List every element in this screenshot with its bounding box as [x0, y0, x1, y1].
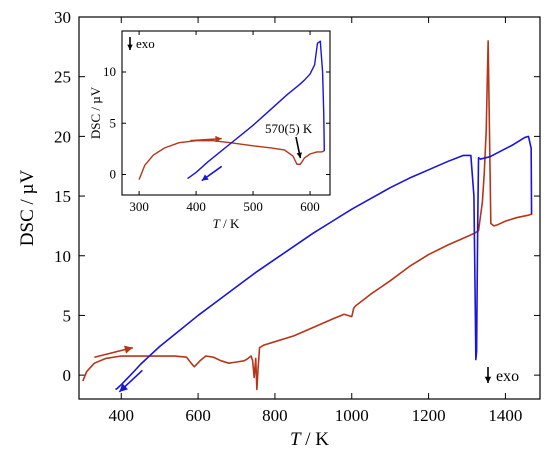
- inset-plot-area: [122, 31, 330, 195]
- inset-plot-frame: [121, 30, 331, 196]
- x-tick-label: 400: [109, 406, 135, 425]
- x-tick-label: 800: [262, 406, 288, 425]
- y-tick-label: 10: [54, 247, 71, 266]
- cooling-arrow-head: [119, 383, 128, 392]
- inset-y-axis-title: DSC / µV: [88, 86, 103, 139]
- x-axis-title: T / K: [290, 429, 329, 450]
- inset-heating-arrow-head: [215, 135, 222, 143]
- inset-x-axis-title: T / K: [213, 216, 240, 231]
- y-tick-label: 25: [54, 68, 71, 87]
- y-tick-label: 5: [63, 306, 72, 325]
- inset-exo-label: exo: [136, 36, 155, 51]
- x-tick-label: 600: [185, 406, 211, 425]
- inset-y-tick-label: 0: [110, 167, 117, 182]
- inset-peak-label: 570(5) K: [265, 121, 313, 136]
- inset-series-heating-line: [138, 139, 325, 180]
- x-tick-label: 1000: [335, 406, 369, 425]
- inset-y-tick-label: 5: [110, 115, 117, 130]
- x-tick-label: 1200: [412, 406, 446, 425]
- main-plot: 400 600 800 1000 1200 1400 0 5 10 15 20 25 30 T / K DS…: [17, 8, 541, 450]
- inset-x-tick-label: 300: [129, 199, 149, 214]
- plot-frame: [78, 16, 541, 400]
- y-tick-label: 20: [54, 127, 71, 146]
- inset-x-tick-label: 500: [243, 199, 263, 214]
- inset-exo-arrow-head: [127, 44, 133, 50]
- exo-label: exo: [496, 368, 519, 385]
- y-tick-label: 30: [54, 8, 71, 27]
- inset-peak-arrow-head: [296, 152, 302, 159]
- heating-arrow-head: [124, 345, 133, 354]
- y-tick-label: 0: [63, 366, 72, 385]
- inset-plot: 300 400 500 600 0 5 10 T / K DSC / µV exo 570(5) K: [88, 30, 331, 231]
- series-cooling-line: [115, 135, 533, 391]
- x-tick-label: 1400: [488, 406, 522, 425]
- inset-series-cooling-line: [187, 40, 325, 180]
- inset-y-tick-label: 10: [103, 64, 116, 79]
- y-axis-title: DSC / µV: [17, 170, 38, 247]
- inset-x-tick-label: 400: [186, 199, 206, 214]
- inset-cooling-arrow-head: [201, 174, 209, 181]
- exo-arrow-head: [484, 376, 492, 383]
- y-tick-label: 15: [54, 187, 71, 206]
- inset-x-tick-label: 600: [300, 199, 320, 214]
- series-heating-line: [82, 40, 533, 391]
